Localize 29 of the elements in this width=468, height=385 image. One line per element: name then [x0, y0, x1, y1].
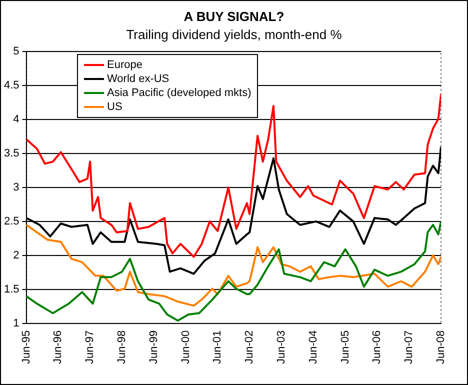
- x-tick-label: Jun-08: [435, 330, 448, 364]
- x-tick-label: Jun-98: [116, 330, 128, 364]
- x-tick-label: Jun-06: [371, 330, 384, 364]
- y-tick-label: 3.5: [4, 148, 20, 160]
- y-tick-label: 4.5: [4, 80, 20, 92]
- x-tick-label: Jun-96: [52, 330, 64, 364]
- y-tick-label: 1.5: [4, 283, 20, 296]
- x-tick-label: Jun-97: [84, 330, 96, 364]
- legend-label: US: [107, 101, 122, 113]
- y-tick-label: 1: [13, 317, 20, 330]
- chart-title: A BUY SIGNAL?: [182, 8, 286, 24]
- legend-label: World ex-US: [107, 73, 170, 85]
- x-tick-label: Jun-04: [307, 330, 320, 364]
- y-tick-label: 3: [13, 182, 20, 194]
- legend-label: Asia Pacific (developed mkts): [107, 87, 252, 99]
- y-tick-label: 5: [13, 46, 20, 58]
- x-tick-label: Jun-07: [403, 330, 416, 364]
- x-tick-label: Jun-03: [276, 330, 288, 364]
- x-tick-label: Jun-05: [339, 330, 352, 364]
- chart-subtitle: Trailing dividend yields, month-end %: [125, 26, 343, 42]
- x-tick-label: Jun-99: [148, 330, 160, 364]
- y-tick-label: 2.5: [4, 215, 20, 228]
- y-tick-label: 2: [13, 249, 20, 262]
- x-tick-label: Jun-00: [180, 330, 192, 364]
- x-tick-label: Jun-95: [20, 330, 32, 364]
- x-tick-label: Jun-02: [244, 330, 256, 364]
- y-tick-label: 4: [13, 114, 20, 126]
- legend-label: Europe: [107, 59, 142, 71]
- x-tick-label: Jun-01: [212, 330, 224, 364]
